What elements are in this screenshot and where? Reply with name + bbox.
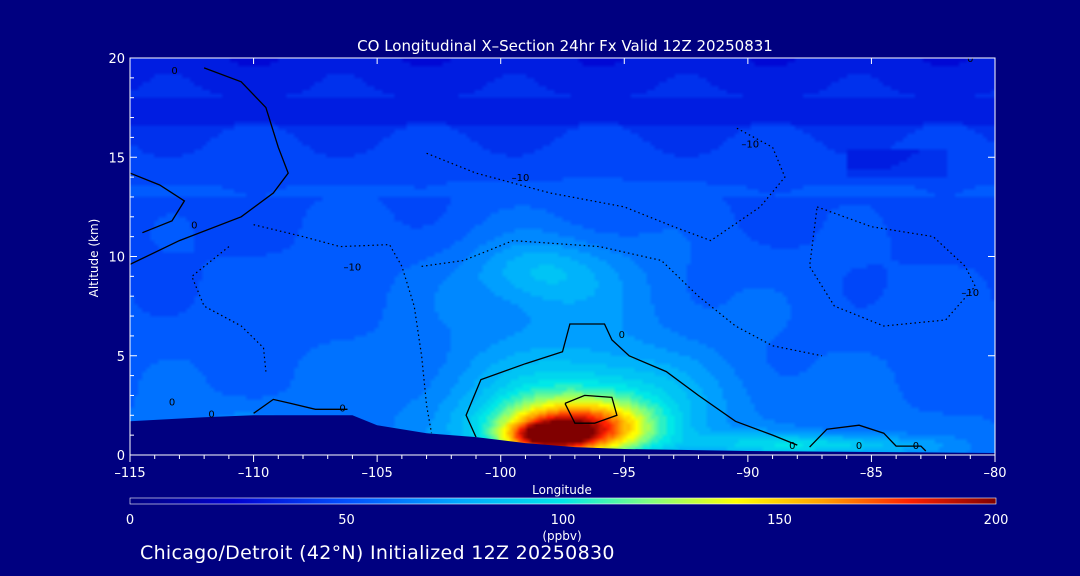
colorbar-tick-label: 150 <box>767 513 792 528</box>
contour-label-7: 0 <box>169 397 175 408</box>
chart-title: CO Longitudinal X–Section 24hr Fx Valid … <box>357 37 773 55</box>
contour-label-9: 0 <box>339 403 345 414</box>
x-axis-label: Longitude <box>532 483 592 497</box>
contour-line-10 <box>808 206 976 327</box>
contour-label-12: 0 <box>913 441 919 452</box>
contour-line-0 <box>130 67 289 265</box>
x-tick-label: –105 <box>361 466 392 481</box>
x-tick-label: –115 <box>114 466 145 481</box>
x-tick-label: –90 <box>736 466 759 481</box>
contour-label-2: –10 <box>344 262 362 273</box>
contour-line-9 <box>253 398 348 414</box>
contour-lines <box>130 67 976 452</box>
plot-area: 0 0 –10 –10 –10 –10 0 0 0 0 0 0 0 0 <box>130 54 995 455</box>
x-tick-label: –110 <box>238 466 269 481</box>
contour-label-4: –10 <box>741 139 759 150</box>
contour-label-3: –10 <box>512 173 530 184</box>
colorbar-tick-label: 200 <box>984 513 1009 528</box>
x-tick-label: –80 <box>983 466 1006 481</box>
colorbar-unit: (ppbv) <box>542 529 581 543</box>
contour-label-8: 0 <box>208 409 214 420</box>
contour-label-13: 0 <box>967 54 973 65</box>
contour-label-5: –10 <box>961 288 979 299</box>
x-tick-label: –100 <box>485 466 516 481</box>
y-tick-label: 10 <box>108 251 125 266</box>
contour-label-11: 0 <box>856 441 862 452</box>
x-tick-label: –95 <box>613 466 636 481</box>
location-caption: Chicago/Detroit (42°N) Initialized 12Z 2… <box>140 542 615 564</box>
contour-line-7 <box>564 394 618 424</box>
terrain-mask <box>130 415 995 455</box>
colorbar-tick-label: 100 <box>551 513 576 528</box>
contour-line-6 <box>465 323 798 446</box>
co-concentration-field <box>130 58 995 455</box>
y-axis: 0 5 10 15 20 <box>108 52 995 464</box>
contour-label-6: 0 <box>619 330 625 341</box>
y-tick-label: 20 <box>108 52 125 67</box>
y-tick-label: 0 <box>117 449 125 464</box>
y-tick-label: 15 <box>108 151 125 166</box>
contour-label-1: 0 <box>191 221 197 232</box>
contour-label-10: 0 <box>789 441 795 452</box>
x-axis: –115 –110 –105 –100 –95 –90 –85 –80 <box>114 58 1007 481</box>
y-tick-label: 5 <box>117 350 125 365</box>
colorbar: 0 50 100 150 200 (ppbv) <box>126 497 1009 543</box>
contour-label-0: 0 <box>171 66 177 77</box>
contour-labels: 0 0 –10 –10 –10 –10 0 0 0 0 0 0 0 0 <box>169 54 979 452</box>
contour-line-8 <box>809 424 927 452</box>
colorbar-tick-label: 50 <box>338 513 355 528</box>
y-axis-label: Altitude (km) <box>87 219 101 298</box>
contour-line-2 <box>253 224 433 434</box>
contour-line-1 <box>130 172 186 234</box>
x-tick-label: –85 <box>860 466 883 481</box>
colorbar-tick-label: 0 <box>126 513 134 528</box>
colorbar-ramp <box>129 497 997 505</box>
colorbar-ticks: 0 50 100 150 200 <box>126 513 1009 528</box>
